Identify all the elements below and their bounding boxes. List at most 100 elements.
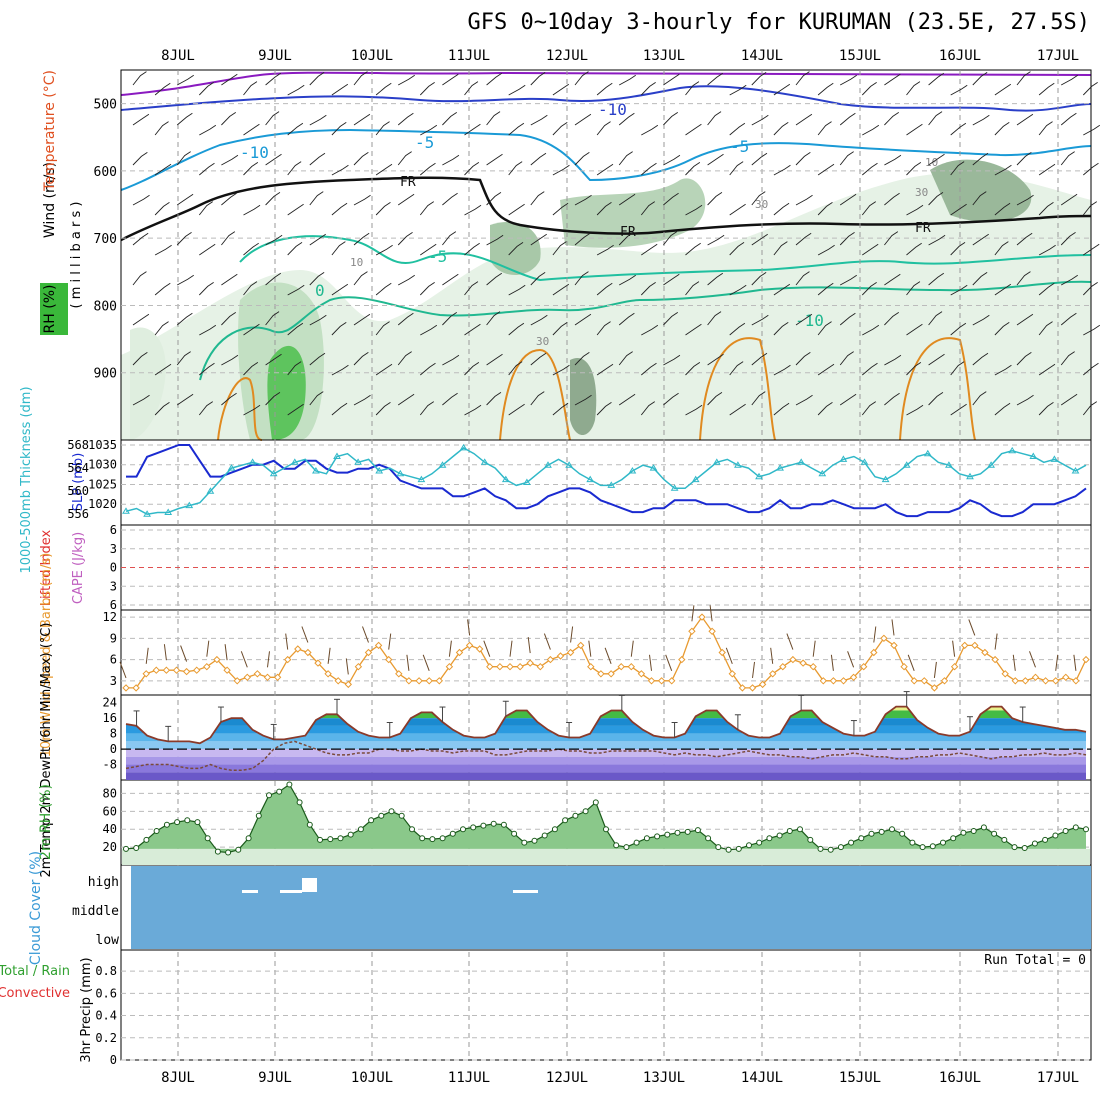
wind-barb	[618, 112, 635, 126]
wind-barb	[994, 364, 1012, 376]
wind-barb	[243, 242, 259, 256]
date-label-top: 10JUL	[351, 48, 393, 64]
rh2m-point	[715, 844, 722, 851]
thickness-point	[691, 475, 700, 483]
rh2m-point	[174, 819, 181, 826]
wind-barb	[552, 402, 569, 416]
wind-barb	[795, 352, 811, 366]
slp-line	[126, 444, 1087, 518]
wind-barb	[132, 352, 148, 366]
rh2m-point	[643, 835, 650, 842]
wind-barb	[309, 233, 326, 246]
wind-barb	[287, 361, 302, 376]
wind-barb	[442, 354, 460, 366]
wind-barb	[309, 314, 327, 326]
wind-barb	[729, 284, 747, 296]
rh2m-tick: 40	[103, 822, 117, 836]
date-label-bottom: 10JUL	[351, 1070, 393, 1086]
wind10-barb	[527, 637, 531, 654]
rh2m-point	[511, 830, 518, 837]
wind10-point	[657, 677, 666, 685]
wind-barb	[641, 362, 657, 376]
wind-barb	[464, 204, 482, 216]
wind10-point	[627, 662, 636, 671]
rh2m-point	[613, 842, 620, 849]
wind-barb	[397, 151, 412, 166]
wind-barb	[1038, 321, 1053, 336]
wind10-point	[122, 684, 130, 692]
temp2m-tick: 16	[103, 711, 117, 725]
wind-barb	[640, 401, 656, 416]
upper-air-ylabel-rh: RH (%)	[42, 285, 58, 334]
wind-barb	[972, 114, 990, 126]
wind-barb	[618, 312, 635, 326]
wind-barb	[442, 273, 459, 286]
wind-barb	[817, 321, 832, 336]
wind-barb	[486, 192, 502, 206]
wind10-point	[950, 662, 959, 671]
wind-barb	[1038, 244, 1056, 256]
wind-barb	[640, 82, 656, 96]
rh2m-point	[858, 835, 865, 842]
wind-barb	[442, 192, 458, 206]
wind10-barb	[952, 640, 956, 657]
wind-barb	[221, 273, 238, 286]
wind-barb	[1060, 193, 1078, 206]
wind-barb	[176, 312, 193, 326]
slp-ylabel: SLP (mb)	[71, 453, 86, 512]
wind-barb	[331, 164, 349, 176]
wind-barb	[508, 161, 523, 176]
rh2m-point	[582, 808, 589, 815]
wind10-point	[1001, 670, 1009, 678]
wind10-point	[617, 662, 625, 671]
rh2m-point	[123, 845, 129, 852]
wind-barb	[795, 232, 812, 246]
contour-warm	[899, 337, 976, 441]
wind10-point	[910, 677, 918, 685]
wind10-point	[374, 641, 383, 650]
panel-frame	[120, 949, 1092, 1061]
rh2m-point	[460, 826, 466, 833]
thickness-point	[818, 469, 827, 477]
contour-cool	[239, 235, 1092, 282]
rh2m-point	[1042, 836, 1049, 843]
wind10-point	[263, 673, 272, 682]
rh2m-point	[776, 832, 783, 839]
wind10-barb	[830, 654, 834, 671]
wind-barb	[464, 404, 482, 416]
wind-barb	[154, 363, 172, 376]
wind-barb	[331, 202, 348, 216]
wind10-point	[738, 684, 747, 692]
wind-barb	[994, 283, 1012, 296]
thickness-point	[269, 469, 278, 477]
wind-barb	[751, 72, 767, 86]
wind-barb	[906, 281, 921, 296]
wind-barb	[530, 114, 548, 126]
wind10-point	[314, 659, 322, 667]
wind-barb	[972, 191, 987, 206]
rh2m-point	[756, 839, 763, 846]
wind10-point	[981, 648, 989, 657]
contour-freezing	[120, 176, 1092, 242]
wind-barb	[928, 272, 945, 286]
wind-barb	[773, 241, 788, 256]
wind-barb	[375, 321, 390, 336]
wind-barb	[198, 201, 214, 216]
wind-barb	[950, 242, 966, 256]
rh2m-point	[909, 839, 916, 846]
wind-barb	[199, 362, 215, 376]
wind10-barb	[543, 633, 551, 650]
wind-barb	[530, 272, 546, 286]
wind-barb	[618, 232, 634, 246]
wind-barb	[685, 242, 701, 256]
slp-tick: 1020	[88, 497, 117, 511]
thickness-point	[459, 443, 468, 451]
contour-label: FR	[400, 175, 416, 190]
wind10-point	[334, 677, 342, 685]
wind-barb	[972, 233, 989, 246]
wind-barb	[419, 82, 435, 96]
wind-barb	[707, 111, 722, 126]
wind-barb	[950, 84, 968, 96]
wind10-barb	[509, 640, 513, 657]
